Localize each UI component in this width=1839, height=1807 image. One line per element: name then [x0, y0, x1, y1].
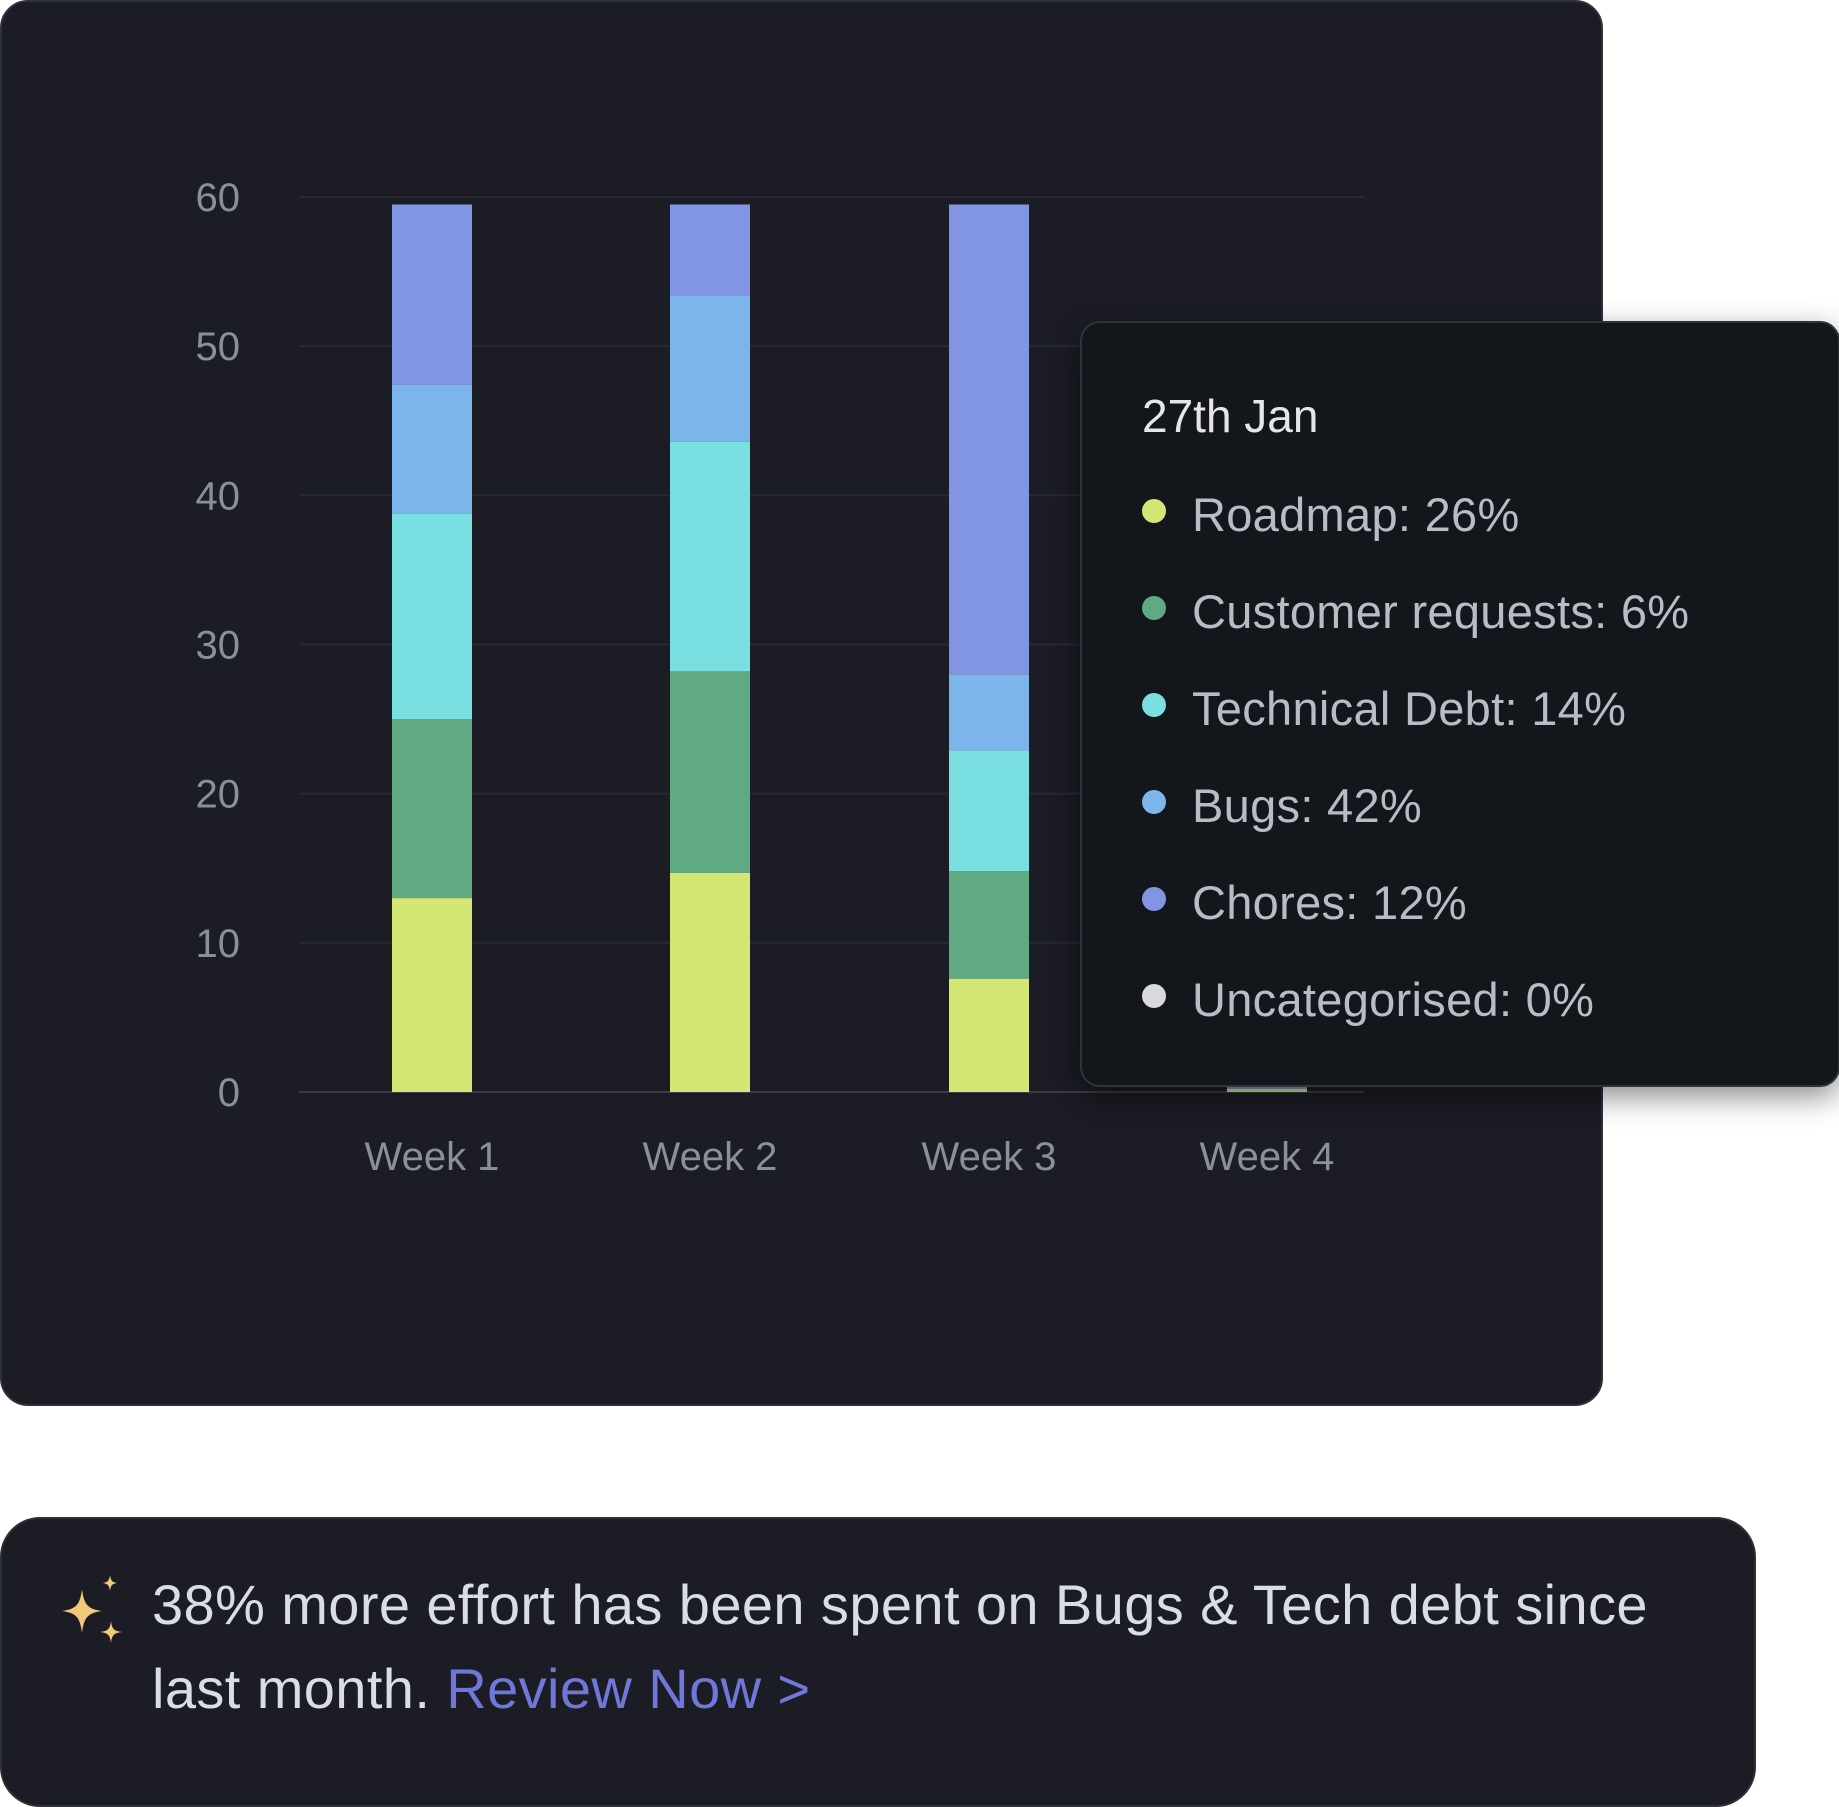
tooltip-item: Bugs: 42%	[1142, 778, 1689, 875]
x-tick-label: Week 2	[643, 1135, 778, 1179]
tooltip-item-label: Customer requests: 6%	[1192, 585, 1690, 638]
bar-segment[interactable]	[949, 978, 1029, 1092]
tooltip-item-label: Uncategorised: 0%	[1192, 973, 1595, 1026]
legend-dot-icon	[1142, 596, 1166, 620]
legend-dot-icon	[1142, 499, 1166, 523]
tooltip-item: Technical Debt: 14%	[1142, 681, 1689, 778]
review-now-link[interactable]: Review Now >	[446, 1657, 811, 1720]
legend-dot-icon	[1142, 887, 1166, 911]
y-tick-label: 0	[218, 1071, 240, 1115]
bar-segment[interactable]	[949, 871, 1029, 979]
bar-segment[interactable]	[392, 898, 472, 1092]
tooltip-item: Chores: 12%	[1142, 875, 1689, 972]
sparkle-icon	[62, 1575, 122, 1643]
bar-segment[interactable]	[670, 204, 750, 296]
insight-message: 38% more effort has been spent on Bugs &…	[152, 1563, 1712, 1731]
y-tick-label: 20	[196, 773, 241, 817]
tooltip-list: Roadmap: 26% Customer requests: 6% Technic…	[1142, 487, 1689, 1069]
bars	[392, 204, 1307, 1092]
legend-dot-icon	[1142, 984, 1166, 1008]
y-tick-label: 40	[196, 474, 241, 518]
legend-dot-icon	[1142, 790, 1166, 814]
stacked-bar-chart: 0 10 20 30 40 50 60 Week 1 Week 2 Week 3 Week 4	[196, 176, 1364, 1179]
insight-banner: 38% more effort has been spent on Bugs &…	[0, 1517, 1756, 1807]
tooltip-item: Roadmap: 26%	[1142, 487, 1689, 584]
bar-segment[interactable]	[392, 204, 472, 385]
x-axis-ticks: Week 1 Week 2 Week 3 Week 4	[365, 1135, 1335, 1179]
y-tick-label: 30	[196, 624, 241, 668]
chart-tooltip: 27th Jan Roadmap: 26% Customer requests: …	[1080, 321, 1839, 1087]
tooltip-item-label: Chores: 12%	[1192, 876, 1467, 929]
bar-segment[interactable]	[392, 384, 472, 514]
tooltip-item-label: Bugs: 42%	[1192, 779, 1423, 832]
insight-text: 38% more effort has been spent on Bugs &…	[152, 1573, 1648, 1720]
bar-segment[interactable]	[949, 674, 1029, 751]
x-tick-label: Week 1	[365, 1135, 500, 1179]
tooltip-item: Uncategorised: 0%	[1142, 972, 1689, 1069]
y-tick-label: 60	[196, 176, 241, 220]
y-tick-label: 10	[196, 922, 241, 966]
x-tick-label: Week 4	[1200, 1135, 1335, 1179]
bar-segment[interactable]	[949, 204, 1029, 675]
legend-dot-icon	[1142, 693, 1166, 717]
bar-segment[interactable]	[670, 295, 750, 442]
bar-segment[interactable]	[670, 872, 750, 1092]
bar-segment[interactable]	[392, 513, 472, 720]
tooltip-item: Customer requests: 6%	[1142, 584, 1689, 681]
bar-segment[interactable]	[670, 441, 750, 672]
y-axis-ticks: 0 10 20 30 40 50 60	[196, 176, 241, 1115]
bar-segment[interactable]	[670, 671, 750, 873]
x-tick-label: Week 3	[922, 1135, 1057, 1179]
tooltip-title: 27th Jan	[1142, 390, 1319, 442]
tooltip-item-label: Technical Debt: 14%	[1192, 682, 1627, 735]
y-tick-label: 50	[196, 325, 241, 369]
bar-segment[interactable]	[392, 719, 472, 899]
tooltip-item-label: Roadmap: 26%	[1192, 488, 1520, 541]
bar-segment[interactable]	[1227, 1089, 1307, 1092]
bar-segment[interactable]	[949, 750, 1029, 872]
